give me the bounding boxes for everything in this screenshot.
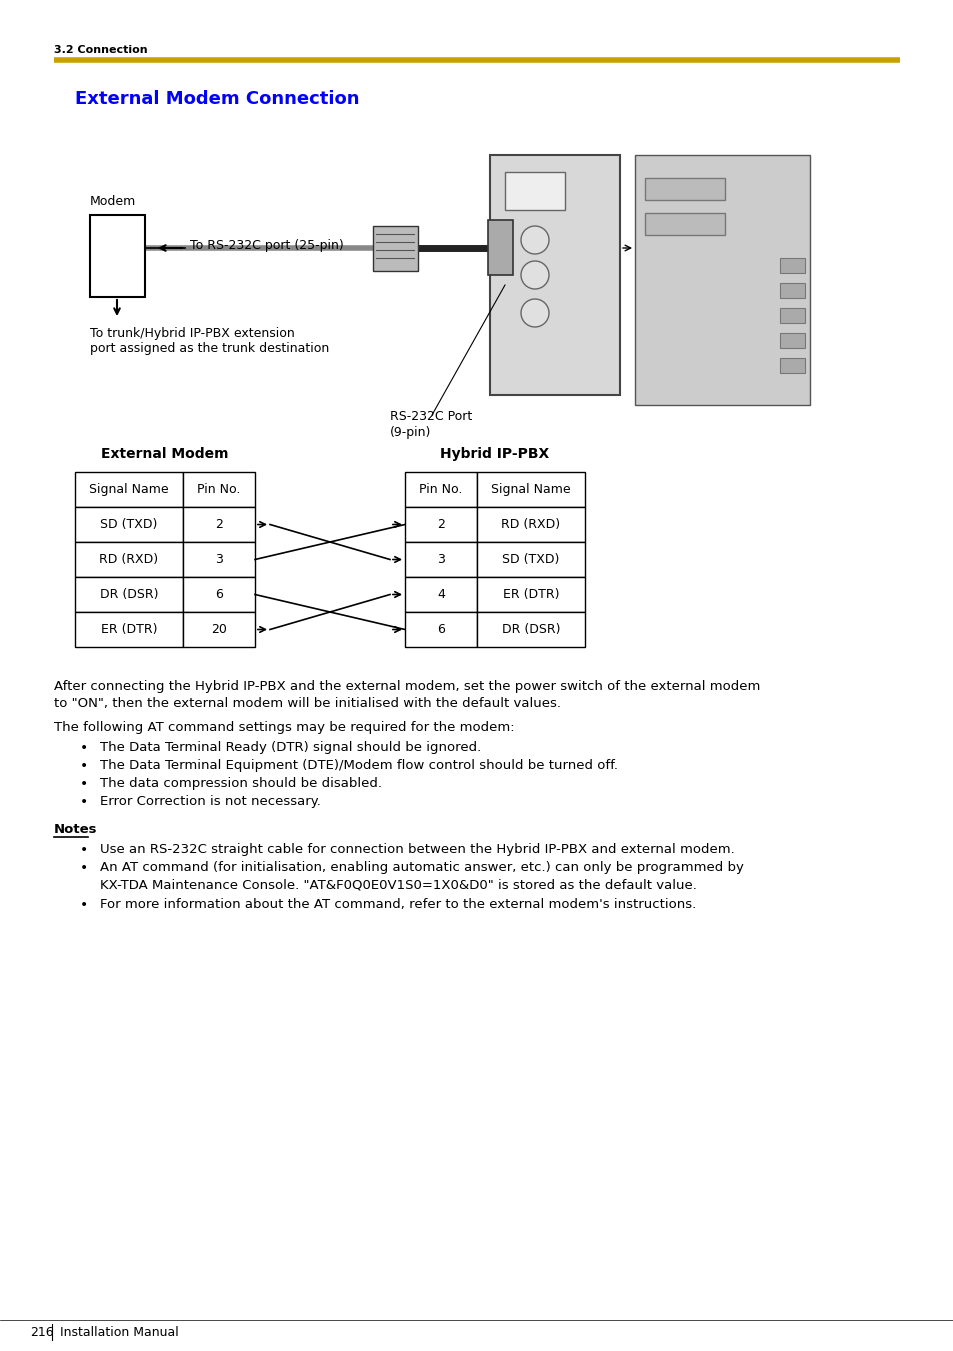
Bar	[405, 542, 476, 577]
Bar	[373, 226, 417, 272]
Bar	[75, 612, 183, 647]
Bar	[183, 577, 254, 612]
Bar	[183, 542, 254, 577]
Text: •: •	[80, 777, 89, 790]
Text: Pin No.: Pin No.	[419, 484, 462, 496]
Bar	[476, 612, 584, 647]
Circle shape	[520, 261, 548, 289]
Text: The Data Terminal Ready (DTR) signal should be ignored.: The Data Terminal Ready (DTR) signal sho…	[100, 740, 480, 754]
Text: External Modem: External Modem	[101, 447, 229, 461]
Bar	[476, 471, 584, 507]
Text: ER (DTR): ER (DTR)	[101, 623, 157, 636]
Text: Error Correction is not necessary.: Error Correction is not necessary.	[100, 794, 320, 808]
Text: •: •	[80, 898, 89, 912]
Text: 20: 20	[211, 623, 227, 636]
Text: Modem: Modem	[90, 195, 136, 208]
Text: •: •	[80, 794, 89, 809]
Text: SD (TXD): SD (TXD)	[502, 553, 559, 566]
Text: To trunk/Hybrid IP-PBX extension: To trunk/Hybrid IP-PBX extension	[90, 327, 294, 340]
Text: SD (TXD): SD (TXD)	[100, 517, 157, 531]
Text: 6: 6	[214, 588, 223, 601]
Bar	[644, 178, 724, 200]
Text: •: •	[80, 759, 89, 773]
Bar	[476, 507, 584, 542]
Bar	[75, 471, 183, 507]
Text: ER (DTR): ER (DTR)	[502, 588, 558, 601]
Text: (9-pin): (9-pin)	[390, 426, 431, 439]
Text: KX-TDA Maintenance Console. "AT&F0Q0E0V1S0=1X0&D0" is stored as the default valu: KX-TDA Maintenance Console. "AT&F0Q0E0V1…	[100, 878, 696, 892]
Text: 4: 4	[436, 588, 444, 601]
Text: Pin No.: Pin No.	[197, 484, 240, 496]
Bar	[644, 213, 724, 235]
Text: RD (RXD): RD (RXD)	[501, 517, 560, 531]
Bar	[780, 332, 804, 349]
Text: port assigned as the trunk destination: port assigned as the trunk destination	[90, 342, 329, 355]
Bar	[504, 172, 564, 209]
Bar	[780, 358, 804, 373]
Bar	[90, 215, 145, 297]
Text: The following AT command settings may be required for the modem:: The following AT command settings may be…	[54, 721, 514, 734]
Text: •: •	[80, 861, 89, 875]
Text: Use an RS-232C straight cable for connection between the Hybrid IP-PBX and exter: Use an RS-232C straight cable for connec…	[100, 843, 734, 857]
Text: For more information about the AT command, refer to the external modem's instruc: For more information about the AT comman…	[100, 898, 696, 911]
Text: The Data Terminal Equipment (DTE)/Modem flow control should be turned off.: The Data Terminal Equipment (DTE)/Modem …	[100, 759, 618, 771]
Text: 216: 216	[30, 1325, 53, 1339]
Text: Hybrid IP-PBX: Hybrid IP-PBX	[440, 447, 549, 461]
Text: After connecting the Hybrid IP-PBX and the external modem, set the power switch : After connecting the Hybrid IP-PBX and t…	[54, 680, 760, 693]
Bar	[490, 155, 619, 394]
Bar	[405, 577, 476, 612]
Text: 3: 3	[436, 553, 444, 566]
Bar	[476, 577, 584, 612]
Bar	[405, 507, 476, 542]
Text: Notes: Notes	[54, 823, 97, 836]
Text: 2: 2	[436, 517, 444, 531]
Text: An AT command (for initialisation, enabling automatic answer, etc.) can only be : An AT command (for initialisation, enabl…	[100, 861, 743, 874]
Bar	[780, 258, 804, 273]
Text: The data compression should be disabled.: The data compression should be disabled.	[100, 777, 381, 790]
Bar	[476, 542, 584, 577]
Text: To RS-232C port (25-pin): To RS-232C port (25-pin)	[190, 239, 343, 251]
Bar	[635, 155, 809, 405]
Circle shape	[520, 226, 548, 254]
Text: 6: 6	[436, 623, 444, 636]
Bar	[488, 220, 513, 276]
Text: 3: 3	[214, 553, 223, 566]
Bar	[405, 612, 476, 647]
Bar	[183, 471, 254, 507]
Bar	[75, 507, 183, 542]
Circle shape	[520, 299, 548, 327]
Text: Signal Name: Signal Name	[491, 484, 570, 496]
Bar	[780, 308, 804, 323]
Text: External Modem Connection: External Modem Connection	[75, 91, 359, 108]
Text: Installation Manual: Installation Manual	[60, 1325, 178, 1339]
Text: DR (DSR): DR (DSR)	[100, 588, 158, 601]
Bar	[405, 471, 476, 507]
Text: DR (DSR): DR (DSR)	[501, 623, 559, 636]
Bar	[75, 577, 183, 612]
Text: to "ON", then the external modem will be initialised with the default values.: to "ON", then the external modem will be…	[54, 697, 560, 711]
Text: 3.2 Connection: 3.2 Connection	[54, 45, 148, 55]
Text: •: •	[80, 740, 89, 755]
Text: Signal Name: Signal Name	[89, 484, 169, 496]
Text: 2: 2	[214, 517, 223, 531]
Bar	[780, 282, 804, 299]
Bar	[183, 507, 254, 542]
Text: RD (RXD): RD (RXD)	[99, 553, 158, 566]
Text: RS-232C Port: RS-232C Port	[390, 409, 472, 423]
Text: •: •	[80, 843, 89, 857]
Bar	[75, 542, 183, 577]
Bar	[183, 612, 254, 647]
